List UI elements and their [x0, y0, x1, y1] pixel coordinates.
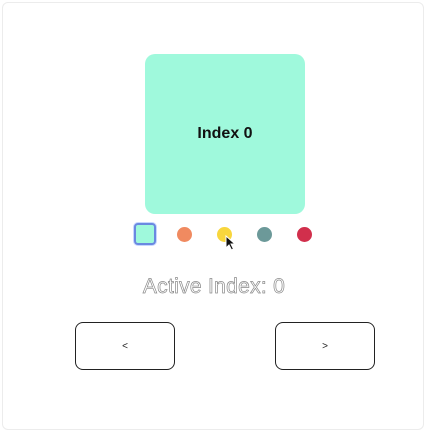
dot-4[interactable] — [297, 227, 312, 242]
next-button[interactable]: > — [275, 322, 375, 370]
mouse-pointer-icon — [225, 235, 237, 251]
card-label: Index 0 — [197, 125, 253, 142]
dot-0[interactable] — [134, 223, 156, 245]
app-frame — [2, 2, 424, 430]
pagination-dots — [0, 222, 428, 246]
prev-button[interactable]: < — [75, 322, 175, 370]
carousel-card: Index 0 — [145, 54, 305, 214]
active-index-label: Active Index: 0 — [142, 275, 286, 299]
dot-3[interactable] — [257, 227, 272, 242]
dot-1[interactable] — [177, 227, 192, 242]
